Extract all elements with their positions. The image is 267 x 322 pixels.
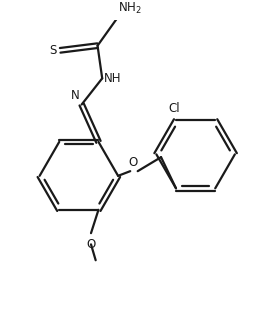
Text: O: O (87, 238, 96, 251)
Text: S: S (49, 44, 56, 57)
Text: NH: NH (104, 72, 121, 85)
Text: O: O (128, 156, 138, 169)
Text: N: N (71, 89, 80, 102)
Text: NH$_2$: NH$_2$ (118, 1, 142, 16)
Text: Cl: Cl (168, 102, 180, 115)
